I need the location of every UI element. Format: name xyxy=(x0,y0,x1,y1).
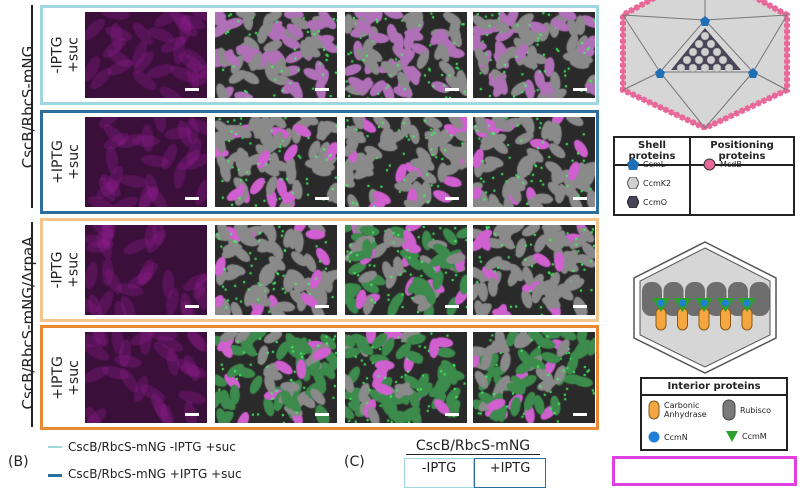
legend-item-ccmn: CcmN xyxy=(648,431,688,443)
strain-bracket xyxy=(31,222,33,427)
capsule-icon xyxy=(722,399,736,421)
micrograph xyxy=(473,12,595,98)
scale-bar xyxy=(573,88,587,91)
panel-c-col: +IPTG xyxy=(474,458,546,488)
panel-c-col: -IPTG xyxy=(404,458,474,488)
micrograph xyxy=(345,225,467,315)
panel-c-header: CscB/RbcS-mNG xyxy=(406,438,540,455)
condition-label: +IPTG +suc xyxy=(50,140,83,184)
micrograph xyxy=(215,225,337,315)
scale-bar xyxy=(445,413,459,416)
capsule-icon xyxy=(648,400,660,420)
legend-item-ccmm: CcmM xyxy=(726,431,767,442)
legend-item-mcdb: McdB xyxy=(703,158,742,171)
condition-label: -IPTG +suc xyxy=(50,36,82,74)
panel-d-frame xyxy=(612,456,797,486)
scale-bar xyxy=(315,197,329,200)
legend-item-rubisco: Rubisco xyxy=(722,399,771,421)
condition-label: -IPTG +suc xyxy=(50,251,82,289)
hexagon-icon xyxy=(627,196,639,208)
condition-row: -IPTG +suc xyxy=(40,5,599,105)
scale-bar xyxy=(445,88,459,91)
scale-bar xyxy=(315,413,329,416)
condition-row: -IPTG +suc xyxy=(40,218,599,322)
micrograph xyxy=(215,332,337,423)
shell-legend: Shell proteins CcmL CcmK2 CcmO Positioni… xyxy=(613,136,795,216)
micrograph xyxy=(345,12,467,98)
pentagon-icon xyxy=(627,158,639,170)
legend-line-marker xyxy=(48,446,62,448)
scale-bar xyxy=(445,197,459,200)
scale-bar xyxy=(185,305,199,308)
scale-bar xyxy=(315,305,329,308)
triangle-down-icon xyxy=(726,431,738,442)
scale-bar xyxy=(445,305,459,308)
condition-row: +IPTG +suc xyxy=(40,325,599,430)
micrograph xyxy=(473,117,595,207)
micrograph xyxy=(473,332,595,423)
panel-c-label: (C) xyxy=(344,454,365,470)
scale-bar xyxy=(573,413,587,416)
micrograph xyxy=(345,117,467,207)
micrograph xyxy=(215,12,337,98)
strain-bracket xyxy=(31,5,33,208)
strain-label: CscB/RbcS-mNG xyxy=(19,45,37,169)
micrograph xyxy=(215,117,337,207)
scale-bar xyxy=(185,413,199,416)
carboxysome-interior-diagram xyxy=(633,241,777,374)
condition-label: +IPTG +suc xyxy=(50,355,83,400)
carboxysome-shell-diagram xyxy=(620,0,790,130)
micrograph xyxy=(345,332,467,423)
micrograph xyxy=(85,12,207,98)
scale-bar xyxy=(573,197,587,200)
scale-bar xyxy=(185,197,199,200)
hexagon-icon xyxy=(627,177,639,189)
micrograph xyxy=(85,117,207,207)
circle-icon xyxy=(648,431,660,443)
strain-label: CscB/RbcS-mNG/ΔrpaA xyxy=(19,236,37,410)
legend-item-ccmk2: CcmK2 xyxy=(627,177,671,189)
micrograph xyxy=(85,225,207,315)
interior-legend: Interior proteins Carbonic Anhydrase Rub… xyxy=(640,377,788,451)
panel-b-label: (B) xyxy=(8,454,29,470)
condition-row: +IPTG +suc xyxy=(40,110,599,214)
legend-item-carbonic-anhydrase: Carbonic Anhydrase xyxy=(648,400,710,420)
legend-series-label: CscB/RbcS-mNG +IPTG +suc xyxy=(68,467,242,481)
scale-bar xyxy=(185,88,199,91)
legend-item-ccml: CcmL xyxy=(627,158,665,170)
micrograph xyxy=(85,332,207,423)
legend-series-label: CscB/RbcS-mNG -IPTG +suc xyxy=(68,440,236,454)
scale-bar xyxy=(573,305,587,308)
circle-icon xyxy=(703,158,716,171)
legend-item-ccmo: CcmO xyxy=(627,196,667,208)
scale-bar xyxy=(315,88,329,91)
legend-line-marker xyxy=(48,474,62,477)
micrograph xyxy=(473,225,595,315)
